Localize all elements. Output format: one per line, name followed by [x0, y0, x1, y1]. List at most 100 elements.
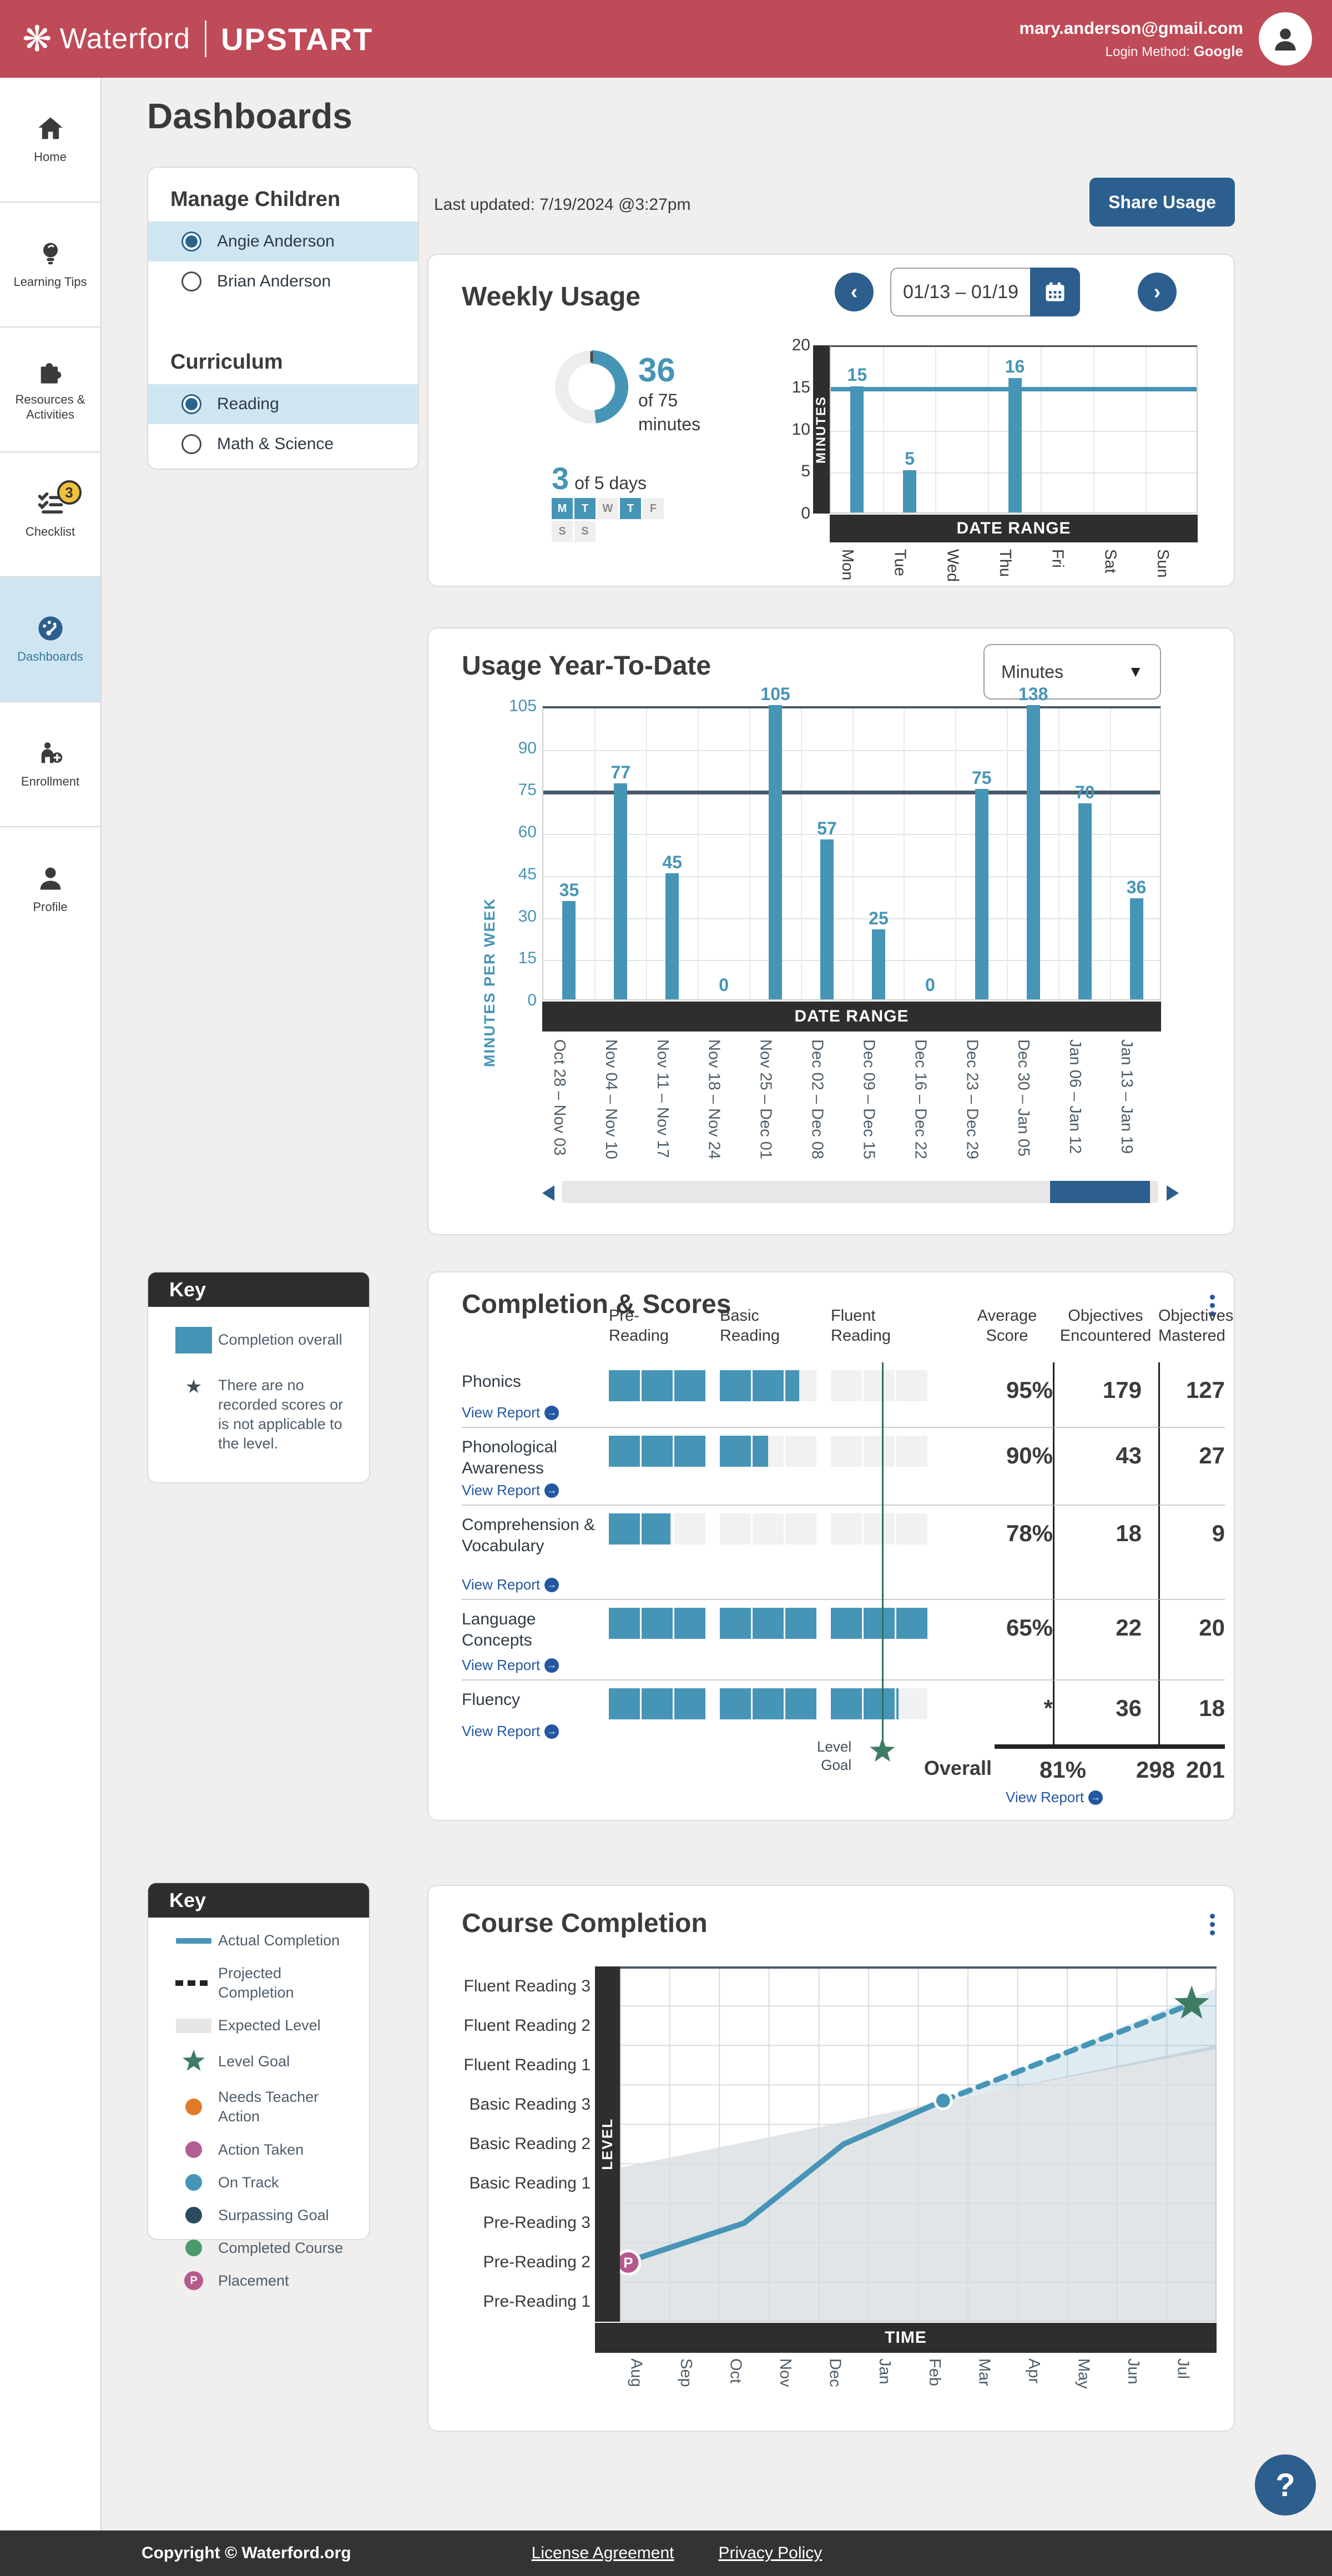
view-report-link[interactable]: View Report →	[462, 1482, 559, 1499]
bar-value-label: 77	[610, 762, 631, 783]
sidebar-item-dashboards[interactable]: Dashboards	[0, 577, 100, 702]
help-button[interactable]: ?	[1255, 2454, 1316, 2515]
bar-value-label: 70	[1074, 782, 1095, 802]
sidebar-item-profile[interactable]: Profile	[0, 827, 100, 952]
bar-Dec 09 – Dec 15	[871, 929, 885, 999]
segment	[896, 1608, 927, 1639]
gridline-v	[697, 708, 699, 999]
ytd-x-axis-bar: DATE RANGE	[542, 1002, 1161, 1032]
completion-title: Completion & Scores	[462, 1290, 731, 1319]
course-y-axis-bar: LEVEL	[595, 1966, 620, 2322]
day-box-t: T	[620, 498, 641, 519]
y-tick: 30	[518, 907, 537, 925]
prev-week-button[interactable]: ‹	[835, 273, 874, 311]
key-title: Key	[148, 1883, 369, 1918]
segment-fill	[674, 1608, 705, 1639]
objectives-encountered-cell: 179	[1053, 1362, 1158, 1428]
sidebar-item-enrollment[interactable]: Enrollment	[0, 702, 100, 827]
sidebar-item-learning-tips[interactable]: Learning Tips	[0, 203, 100, 328]
segment	[753, 1513, 784, 1544]
key-item-surpassing-goal: Surpassing Goal	[169, 2206, 355, 2225]
completion-bars-cell	[606, 1681, 961, 1745]
curriculum-option-reading[interactable]: Reading	[148, 384, 418, 424]
view-report-link[interactable]: View Report →	[462, 1723, 559, 1740]
curriculum-option-math-science[interactable]: Math & Science	[148, 424, 418, 464]
segment	[642, 1608, 673, 1639]
date-range-value: 01/13 – 01/19	[890, 268, 1030, 316]
bar-Jan 13 – Jan 19	[1129, 898, 1143, 999]
gridline-v	[1093, 347, 1094, 512]
brand-name: Waterford	[59, 23, 190, 55]
scroll-left-arrow[interactable]	[542, 1185, 554, 1201]
next-week-button[interactable]: ›	[1138, 273, 1177, 311]
segment	[831, 1370, 862, 1401]
arrow-right-icon: →	[544, 1724, 559, 1739]
month-label: Apr	[1025, 2358, 1043, 2384]
scrollbar-thumb[interactable]	[1050, 1181, 1150, 1203]
segment-fill	[864, 1608, 895, 1639]
average-score-cell: 90%	[961, 1428, 1053, 1506]
child-option-brian[interactable]: Brian Anderson	[148, 261, 418, 301]
column-header: Basic Reading	[720, 1307, 780, 1345]
objectives-mastered-cell: 18	[1158, 1681, 1225, 1745]
scrollbar-track[interactable]	[562, 1181, 1158, 1203]
x-category-label: Nov 11 – Nov 17	[653, 1039, 672, 1158]
gridline-v	[1040, 347, 1042, 512]
scroll-right-arrow[interactable]	[1167, 1185, 1179, 1201]
view-report-link[interactable]: View Report →	[462, 1657, 559, 1674]
date-range-picker[interactable]: 01/13 – 01/19	[890, 268, 1080, 316]
weekly-bar-chart: 15 5 16	[830, 345, 1198, 514]
y-tick: 10	[791, 420, 810, 439]
segment	[831, 1688, 862, 1719]
sidebar-item-checklist[interactable]: 3 Checklist	[0, 452, 100, 577]
avatar[interactable]	[1259, 12, 1312, 66]
segment	[642, 1370, 673, 1401]
level-segment-group	[831, 1513, 929, 1544]
objectives-mastered-cell: 27	[1158, 1428, 1225, 1506]
on-track-marker	[933, 2091, 953, 2111]
objectives-mastered-cell: 9	[1158, 1506, 1225, 1600]
sidebar-item-resources[interactable]: Resources & Activities	[0, 328, 100, 452]
key-item-label: Projected Completion	[218, 1965, 294, 2001]
license-agreement-link[interactable]: License Agreement	[531, 2544, 674, 2562]
view-report-link-overall[interactable]: View Report →	[1006, 1789, 1103, 1806]
child-option-angie[interactable]: Angie Anderson	[148, 222, 418, 261]
level-label: Fluent Reading 2	[463, 2016, 591, 2035]
level-segment-group	[831, 1370, 929, 1401]
dot-swatch	[185, 2207, 202, 2224]
gridline-v	[1146, 347, 1147, 512]
calendar-icon[interactable]	[1030, 268, 1080, 316]
ytd-card: Usage Year-To-Date Minutes ▼ MINUTES PER…	[427, 627, 1235, 1235]
level-segment-group	[609, 1370, 707, 1401]
privacy-policy-link[interactable]: Privacy Policy	[718, 2544, 823, 2562]
level-label: Pre-Reading 3	[483, 2213, 591, 2232]
x-category-label: Wed	[944, 549, 962, 582]
weekly-usage-card: Weekly Usage ‹ 01/13 – 01/19 › 36 of 75 …	[427, 254, 1235, 587]
sidebar-item-home[interactable]: Home	[0, 78, 100, 203]
bar-level-headers: Pre- Reading Basic Reading Fluent Reading	[606, 1306, 961, 1362]
level-goal-star-icon	[870, 1738, 895, 1762]
gridline-v	[800, 708, 802, 999]
segment-fill	[896, 1688, 899, 1719]
unit-dropdown[interactable]: Minutes ▼	[983, 644, 1161, 700]
kebab-menu-icon[interactable]	[1210, 1914, 1215, 1939]
gridline-v	[904, 708, 905, 999]
gridline-h	[543, 960, 1160, 962]
course-completion-card: Course Completion LEVEL P TIME Fluent Re…	[427, 1885, 1235, 2432]
segment	[864, 1608, 895, 1639]
segment-fill	[642, 1688, 673, 1719]
gridline-v	[935, 347, 937, 512]
kebab-menu-icon[interactable]	[1210, 1295, 1215, 1320]
objectives-encountered-cell: 43	[1053, 1428, 1158, 1506]
level-segment-group	[831, 1608, 929, 1639]
key-item-completion: Completion overall	[169, 1327, 355, 1354]
bar-value-label: 15	[847, 364, 867, 385]
y-tick: 45	[518, 864, 537, 883]
dot-swatch	[185, 2141, 202, 2159]
share-usage-button[interactable]: Share Usage	[1089, 178, 1235, 227]
segment-fill	[831, 1688, 862, 1719]
view-report-link[interactable]: View Report →	[462, 1404, 559, 1421]
placement-badge-icon: P	[184, 2271, 203, 2291]
view-report-link[interactable]: View Report →	[462, 1576, 559, 1593]
